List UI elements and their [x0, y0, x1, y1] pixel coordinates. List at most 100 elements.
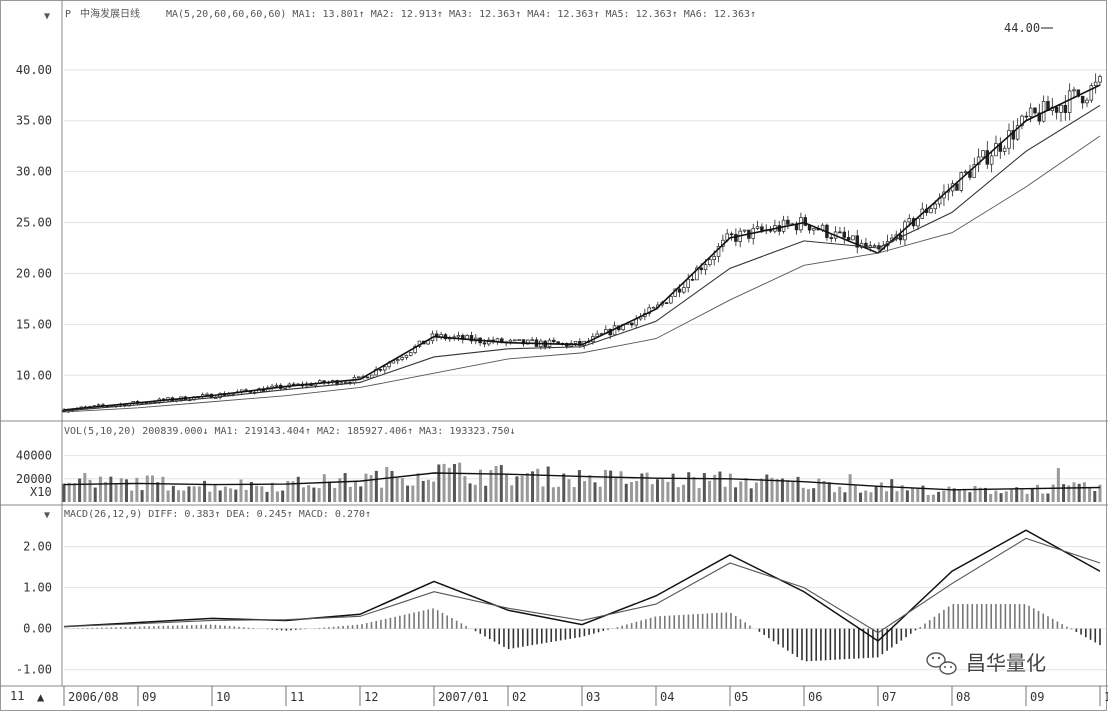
candle-body: [933, 203, 938, 210]
candle-body: [989, 155, 994, 165]
volume-bar: [145, 475, 149, 502]
volume-bar: [702, 473, 706, 502]
volume-bar: [1067, 485, 1071, 502]
candle-body: [357, 376, 361, 379]
volume-bar: [900, 485, 904, 502]
wechat-icon: [926, 652, 957, 675]
macd-histogram: [67, 604, 1101, 662]
volume-bar: [239, 479, 243, 502]
candle-body: [1011, 130, 1016, 140]
volume-bar: [473, 484, 477, 502]
candle-body: [1028, 107, 1033, 117]
volume-bar: [968, 492, 972, 502]
volume-bar: [255, 485, 259, 502]
x-nav-button[interactable]: ▲: [37, 690, 45, 704]
candlesticks: [62, 73, 1102, 413]
candle-body: [530, 339, 534, 342]
volume-bar: [676, 487, 680, 502]
candle-body: [456, 335, 461, 338]
macd-y-ticks: 2.00 1.00 0.00 -1.00: [16, 540, 52, 677]
volume-bar: [119, 478, 123, 502]
volume-bar: [93, 487, 97, 502]
volume-scale-label: X10: [30, 485, 52, 499]
volume-bar: [406, 485, 410, 502]
price-y-tick: 10.00: [16, 368, 52, 382]
candle-body: [1085, 99, 1089, 104]
macd-y-tick: 0.00: [23, 622, 52, 636]
volume-bar: [478, 469, 482, 502]
volume-bar: [682, 484, 686, 502]
x-tick-label: 02: [512, 690, 526, 704]
volume-bar: [593, 482, 597, 502]
volume-bar: [140, 490, 144, 502]
volume-bar: [879, 482, 883, 502]
x-nav-label: 11: [10, 689, 24, 703]
volume-bar: [1062, 484, 1066, 502]
volume-bar: [775, 478, 779, 502]
volume-bar: [1046, 493, 1050, 502]
candle-body: [1002, 147, 1007, 152]
price-y-tick: 30.00: [16, 165, 52, 179]
volume-bar: [692, 477, 696, 502]
volume-bar: [827, 482, 831, 502]
volume-bar: [1082, 482, 1086, 502]
candle-body: [742, 229, 747, 232]
volume-bar: [421, 481, 425, 502]
candle-body: [96, 404, 101, 407]
volume-bar: [536, 468, 540, 502]
candle-body: [846, 237, 851, 241]
macd-y-tick: -1.00: [16, 663, 52, 677]
volume-bar: [1056, 468, 1060, 502]
volume-bar: [749, 488, 753, 502]
volume-bar: [817, 478, 821, 502]
candle-body: [1037, 112, 1042, 122]
volume-bar: [734, 487, 738, 502]
volume-bar: [114, 483, 118, 502]
volume-bar: [754, 482, 758, 502]
vol-header-text: VOL(5,10,20) 200839.000↓ MA1: 219143.404…: [64, 426, 516, 437]
candle-body: [842, 231, 847, 238]
volume-bar: [531, 471, 535, 502]
price-y-tick: 15.00: [16, 317, 52, 331]
volume-bar: [359, 486, 363, 502]
volume-bar: [520, 475, 524, 502]
volume-bar: [806, 489, 810, 502]
volume-bar: [426, 479, 430, 502]
candle-body: [1063, 104, 1068, 113]
volume-bar: [88, 479, 92, 502]
volume-bar: [614, 476, 618, 502]
volume-bar: [838, 486, 842, 502]
x-tick-label: 2007/01: [438, 690, 489, 704]
candle-body: [907, 218, 912, 223]
volume-bar: [301, 487, 305, 502]
volume-bar: [697, 487, 701, 502]
volume-bar: [515, 476, 519, 502]
volume-y-tick: 20000: [16, 472, 52, 486]
volume-bar: [307, 485, 311, 502]
candle-body: [994, 143, 998, 157]
candle-body: [651, 306, 656, 309]
candle-body: [1024, 115, 1029, 118]
candle-body: [786, 219, 790, 225]
candle-body: [916, 218, 920, 227]
volume-bar: [78, 478, 82, 502]
volume-bar: [848, 474, 852, 502]
volume-bar: [1036, 484, 1040, 502]
volume-bar: [182, 490, 186, 502]
candle-body: [1033, 107, 1037, 114]
price-grid: [64, 69, 1106, 376]
volume-bar: [494, 466, 498, 502]
volume-bar: [187, 486, 191, 502]
x-tick-label: 08: [956, 690, 970, 704]
volume-bar: [973, 485, 977, 502]
candle-body: [378, 369, 383, 371]
volume-bar: [739, 481, 743, 502]
volume-bar: [385, 466, 389, 502]
macd-y-tick: 1.00: [23, 581, 52, 595]
volume-bar: [244, 489, 248, 502]
volume-bar: [130, 490, 134, 502]
volume-bar: [338, 478, 342, 502]
volume-bar: [317, 488, 321, 502]
volume-bar: [723, 486, 727, 502]
candle-body: [556, 341, 560, 344]
